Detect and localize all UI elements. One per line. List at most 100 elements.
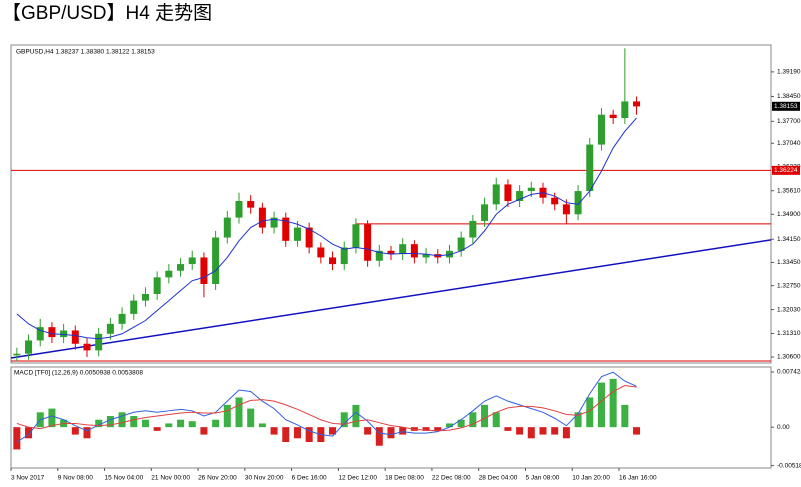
macd-line	[16, 371, 637, 443]
candle-body	[621, 101, 629, 119]
macd-bar	[469, 412, 477, 428]
trendline	[10, 239, 772, 359]
level-tag-label: 1.36224	[774, 167, 798, 174]
macd-bar	[247, 408, 255, 428]
y-tick-label: 1.38450	[777, 93, 801, 100]
candle-body	[305, 227, 313, 248]
macd-bar	[457, 419, 465, 428]
candle-body	[340, 247, 348, 265]
x-tick-label: 30 Nov 20:00	[245, 475, 284, 482]
candle-body	[235, 201, 243, 218]
macd-bar	[481, 404, 489, 428]
candle-body	[597, 114, 605, 145]
level-tag	[772, 165, 800, 175]
y-tick-label: 1.35610	[777, 187, 801, 194]
candle-body	[562, 204, 570, 215]
x-tick-label: 18 Dec 08:00	[385, 475, 424, 482]
macd-bar	[609, 378, 617, 428]
candle-body	[200, 257, 208, 284]
x-tick-label: 9 Nov 08:00	[58, 475, 93, 482]
macd-bar	[223, 404, 231, 428]
macd-bar	[445, 423, 453, 428]
macd-bar	[95, 419, 103, 428]
macd-bar	[586, 397, 594, 428]
macd-bar	[153, 427, 161, 431]
candle-body	[586, 144, 594, 192]
macd-bar	[118, 412, 126, 428]
candle-body	[527, 187, 535, 192]
candle-body	[317, 247, 325, 258]
candle-body	[247, 201, 255, 208]
candle-body	[375, 250, 383, 261]
chart-title: 【GBP/USD】H4 走势图	[2, 2, 212, 24]
x-tick-label: 16 Jan 16:00	[619, 475, 657, 482]
y-tick-label: 1.30600	[777, 354, 801, 361]
x-tick-label: 22 Dec 08:00	[432, 475, 471, 482]
candle-body	[95, 333, 103, 351]
candle-body	[329, 257, 337, 265]
x-tick-label: 15 Nov 04:00	[105, 475, 144, 482]
candle-body	[504, 184, 512, 202]
candle-body	[60, 330, 68, 338]
symbol-header: GBPUSD,H4 1.38237 1.38380 1.38122 1.3815…	[16, 49, 155, 56]
price-tag-label: 1.38153	[774, 103, 798, 110]
x-tick-label: 26 Nov 20:00	[198, 475, 237, 482]
candle-body	[551, 197, 559, 205]
macd-bar	[200, 427, 208, 435]
moving-average	[16, 117, 637, 340]
candle-body	[282, 217, 290, 241]
candle-body	[422, 254, 430, 258]
x-tick-label: 3 Nov 2017	[11, 475, 45, 482]
macd-bar	[527, 427, 535, 439]
candle-body	[633, 101, 641, 107]
macd-bar	[562, 427, 570, 439]
candle-body	[165, 270, 173, 278]
macd-bar	[551, 427, 559, 435]
macd-bar	[364, 427, 372, 435]
candle-body	[609, 114, 617, 119]
macd-header: MACD [TF0] (12,26,9) 0.0050938 0.0053808	[14, 370, 143, 377]
macd-bar	[13, 427, 21, 450]
macd-bar	[621, 404, 629, 428]
x-tick-label: 5 Jan 08:00	[525, 475, 559, 482]
macd-bar	[212, 419, 220, 428]
y-tick-label: 1.31310	[777, 330, 801, 337]
x-tick-label: 28 Dec 04:00	[479, 475, 518, 482]
macd-bar	[504, 427, 512, 431]
macd-bar	[48, 408, 56, 428]
candle-body	[36, 327, 44, 341]
macd-bar	[258, 423, 266, 428]
candle-body	[410, 244, 418, 258]
candle-body	[445, 250, 453, 258]
y-tick-label: 1.34900	[777, 211, 801, 218]
candle-body	[457, 237, 465, 251]
macd-bar	[83, 427, 91, 439]
macd-bar	[293, 427, 301, 439]
y-tick-label: 1.37700	[777, 118, 801, 125]
macd-bar	[516, 427, 524, 435]
y-tick-label: 1.34150	[777, 236, 801, 243]
candle-body	[25, 340, 33, 354]
macd-bar	[270, 427, 278, 435]
macd-bar	[282, 427, 290, 443]
macd-bar	[492, 412, 500, 428]
candle-body	[118, 313, 126, 324]
candle-body	[574, 191, 582, 215]
x-tick-label: 10 Jan 20:00	[572, 475, 610, 482]
macd-bar	[539, 427, 547, 435]
candle-body	[223, 217, 231, 238]
macd-bar	[329, 427, 337, 435]
macd-bar	[177, 419, 185, 428]
price-tag	[772, 101, 800, 111]
y-tick-label: 1.39190	[777, 69, 801, 76]
macd-bar	[434, 427, 442, 431]
candle-body	[106, 323, 114, 334]
macd-bar	[399, 427, 407, 435]
candle-body	[352, 224, 360, 248]
candle-body	[481, 204, 489, 221]
candle-body	[516, 191, 524, 202]
candle-body	[270, 217, 278, 228]
candle-body	[364, 224, 372, 261]
y-tick-label: 1.32030	[777, 306, 801, 313]
macd-y-tick-label: 0.007424	[777, 369, 801, 376]
